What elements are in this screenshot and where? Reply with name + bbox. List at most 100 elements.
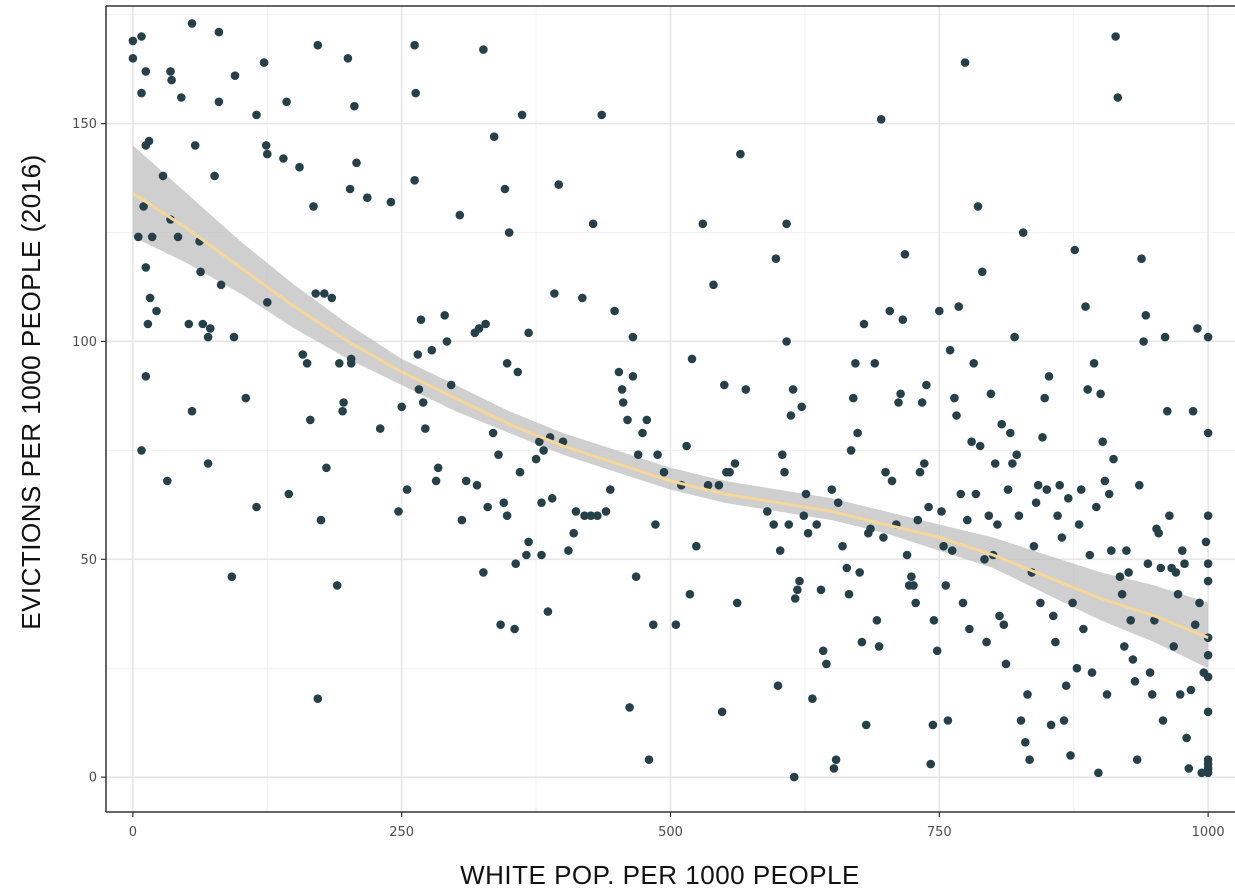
data-point: [461, 476, 471, 486]
data-point: [816, 585, 826, 595]
data-point: [963, 515, 972, 525]
data-point: [833, 498, 843, 508]
data-point: [1046, 720, 1056, 730]
data-point: [703, 480, 713, 490]
x-axis-ticks: 0 250 500 750 1000: [129, 812, 1225, 840]
data-point: [788, 385, 798, 394]
data-point: [1175, 690, 1185, 699]
data-point: [229, 332, 239, 342]
data-point: [539, 446, 548, 455]
data-point: [687, 354, 697, 364]
data-point: [177, 93, 186, 102]
data-point: [849, 393, 858, 403]
data-point: [416, 315, 426, 325]
data-point: [993, 520, 1002, 529]
data-point: [1098, 437, 1107, 447]
data-point: [682, 441, 691, 451]
data-point: [421, 424, 430, 433]
data-point: [1040, 393, 1049, 403]
data-point: [496, 620, 505, 629]
data-point: [935, 306, 944, 316]
data-point: [1021, 738, 1030, 747]
data-point: [282, 97, 291, 107]
data-point: [725, 467, 734, 477]
data-point: [1029, 541, 1039, 551]
data-point: [844, 589, 854, 599]
data-point: [431, 476, 441, 486]
data-point: [227, 572, 237, 581]
data-point: [1010, 332, 1019, 342]
data-point: [1008, 459, 1017, 468]
data-point: [346, 359, 356, 368]
data-point: [1147, 690, 1157, 699]
data-point: [586, 511, 596, 520]
data-point: [659, 467, 669, 477]
data-point: [511, 559, 520, 568]
data-point: [547, 494, 557, 503]
data-point: [812, 520, 821, 529]
data-point: [714, 480, 724, 490]
data-point: [1163, 406, 1172, 416]
data-point: [147, 232, 157, 242]
data-point: [1025, 755, 1034, 764]
data-point: [187, 19, 197, 28]
data-point: [531, 454, 541, 464]
data-point: [230, 71, 240, 80]
data-point: [580, 511, 589, 520]
data-point: [141, 67, 151, 76]
data-point: [494, 450, 503, 460]
data-point: [196, 267, 205, 277]
data-point: [1186, 685, 1196, 695]
data-point: [143, 319, 153, 329]
data-point: [1064, 494, 1073, 503]
data-point: [623, 415, 632, 425]
data-point: [259, 58, 269, 67]
data-point: [803, 528, 813, 538]
data-point: [1107, 546, 1116, 555]
data-point: [440, 311, 450, 320]
data-point: [1169, 642, 1178, 651]
data-point: [309, 202, 318, 211]
data-point: [1070, 245, 1080, 255]
data-point: [956, 489, 966, 499]
data-point: [628, 332, 638, 342]
data-point: [1139, 337, 1148, 346]
data-point: [1180, 559, 1189, 568]
data-point: [442, 337, 452, 346]
data-point: [879, 533, 888, 542]
data-point: [876, 115, 886, 124]
data-point: [322, 463, 331, 473]
data-point: [1132, 755, 1142, 764]
data-point: [345, 184, 355, 194]
data-point: [410, 176, 419, 185]
data-point: [973, 202, 983, 211]
data-point: [642, 415, 652, 425]
data-point: [625, 703, 634, 712]
data-point: [651, 520, 660, 529]
data-point: [631, 572, 641, 581]
data-point: [855, 568, 864, 577]
data-point: [214, 97, 224, 107]
data-point: [628, 372, 638, 381]
data-point: [313, 694, 323, 703]
data-point: [338, 406, 347, 416]
data-point: [198, 319, 208, 329]
data-point: [1203, 428, 1213, 438]
data-point: [775, 546, 785, 555]
data-point: [1193, 324, 1202, 333]
data-point: [799, 511, 809, 520]
data-point: [1061, 681, 1071, 690]
data-point: [479, 45, 488, 54]
data-point: [827, 485, 837, 494]
data-point: [606, 485, 615, 494]
data-point: [782, 337, 791, 346]
data-point: [252, 110, 261, 120]
trend-line: [132, 192, 1209, 640]
data-point: [1117, 589, 1127, 599]
data-point: [479, 568, 488, 577]
data-point: [960, 58, 970, 67]
data-point: [763, 507, 772, 516]
data-point: [137, 32, 146, 41]
data-point: [853, 428, 862, 438]
